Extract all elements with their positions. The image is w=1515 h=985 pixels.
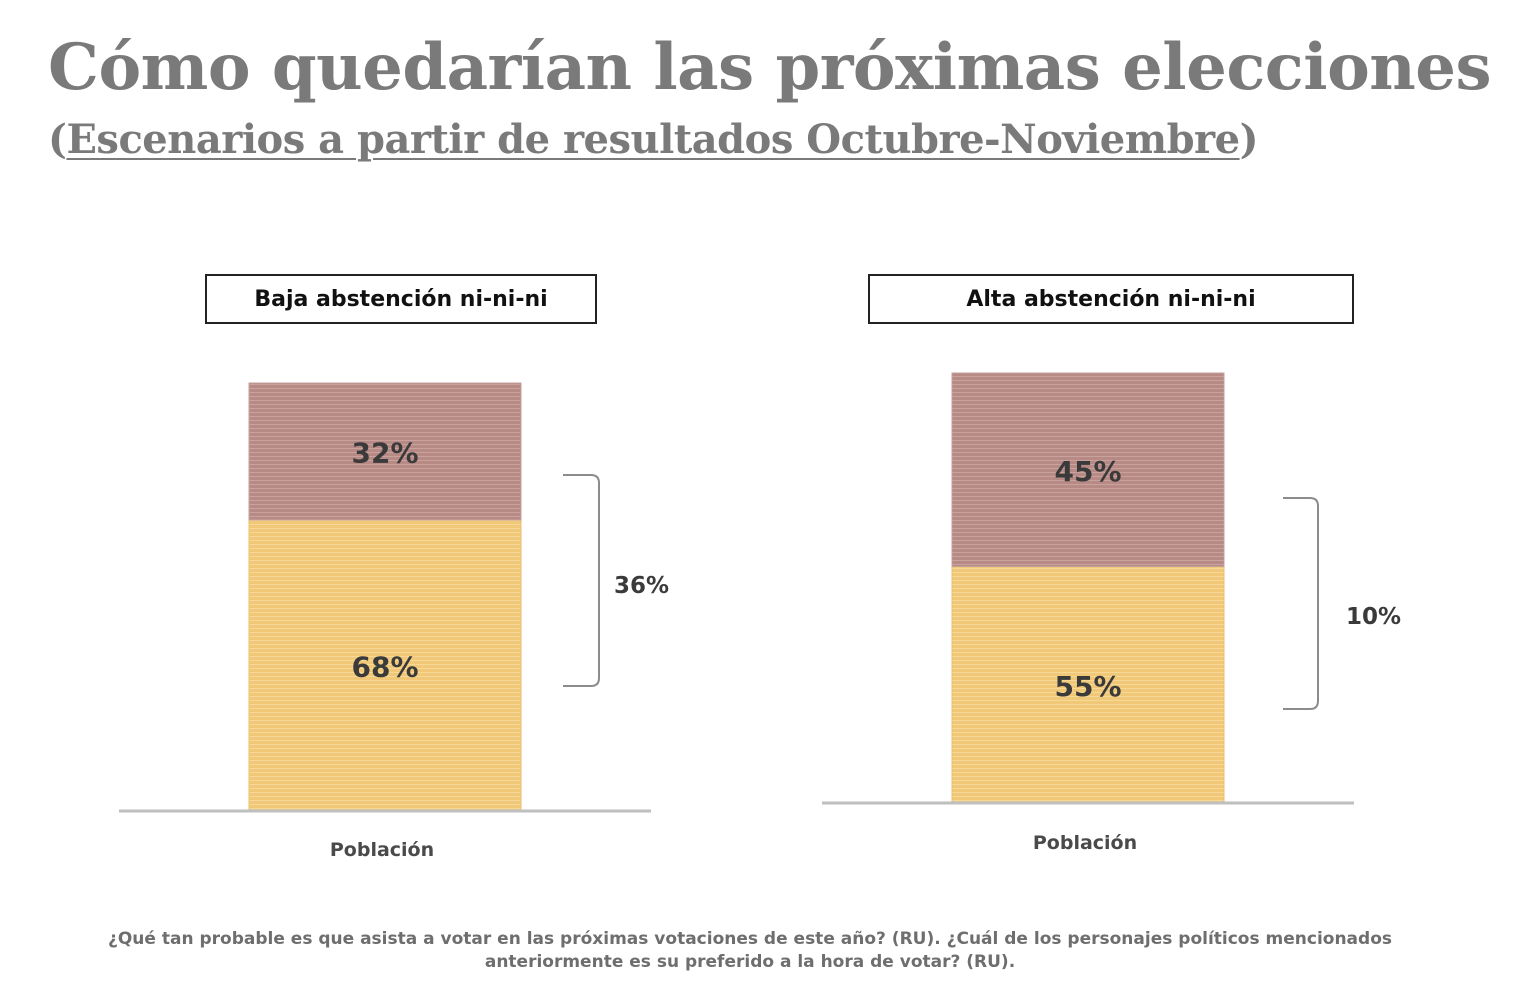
data-label-1-1: 45% bbox=[1054, 455, 1121, 488]
bar-segment-0-0 bbox=[248, 519, 522, 812]
data-label-0-0: 68% bbox=[351, 650, 418, 683]
bracket-1 bbox=[1283, 497, 1319, 710]
page-title: Cómo quedarían las próximas elecciones bbox=[48, 30, 1492, 105]
data-label-0-1: 32% bbox=[351, 436, 418, 469]
page-subtitle: (Escenarios a partir de resultados Octub… bbox=[48, 112, 1259, 168]
bracket-annotation-0: 36% bbox=[614, 573, 669, 599]
scenario-label-low-abstention: Baja abstención ni-ni-ni bbox=[205, 274, 597, 324]
subtitle-close-paren: ) bbox=[1239, 116, 1259, 163]
bracket-0 bbox=[563, 474, 600, 687]
category-label-1: Población bbox=[1033, 832, 1137, 854]
bracket-annotation-1: 10% bbox=[1346, 604, 1401, 630]
bar-segment-0-1 bbox=[248, 382, 522, 521]
subtitle-text: Escenarios a partir de resultados Octubr… bbox=[66, 116, 1240, 163]
category-label-0: Población bbox=[330, 839, 434, 861]
footnote-question: ¿Qué tan probable es que asista a votar … bbox=[107, 929, 1392, 972]
subtitle-open-paren: ( bbox=[48, 116, 67, 163]
bar-segment-1-1 bbox=[951, 372, 1225, 567]
scenario-label-high-abstention: Alta abstención ni-ni-ni bbox=[868, 274, 1354, 324]
data-label-1-0: 55% bbox=[1054, 670, 1121, 703]
